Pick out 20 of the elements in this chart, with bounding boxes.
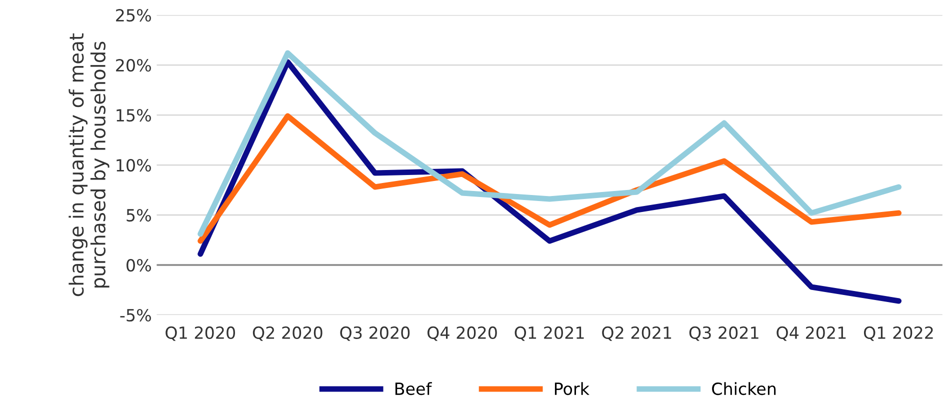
- x-tick-label: Q4 2021: [776, 326, 846, 341]
- x-tick-label: Q2 2021: [602, 326, 672, 341]
- y-tick-label: 0%: [126, 258, 151, 272]
- x-tick-label: Q3 2020: [340, 326, 410, 341]
- y-tick-label: 5%: [126, 208, 151, 222]
- y-tick-label: 15%: [116, 108, 151, 122]
- x-tick-label: Q1 2022: [864, 326, 933, 341]
- legend-label: Beef: [395, 382, 432, 396]
- x-tick-label: Q1 2020: [166, 326, 236, 341]
- x-tick-label: Q4 2020: [427, 326, 497, 341]
- y-tick-label: 10%: [116, 158, 151, 172]
- x-tick-label: Q1 2021: [514, 326, 584, 341]
- y-tick-label: 25%: [116, 9, 151, 22]
- y-tick-label: -5%: [120, 308, 151, 322]
- y-axis-title: change in quantity of meat purchased by households: [68, 33, 110, 296]
- legend-label: Chicken: [712, 382, 776, 396]
- y-tick-label: 20%: [116, 58, 151, 72]
- x-tick-label: Q3 2021: [689, 326, 758, 341]
- legend-label: Pork: [554, 382, 590, 396]
- x-tick-label: Q2 2020: [252, 326, 322, 341]
